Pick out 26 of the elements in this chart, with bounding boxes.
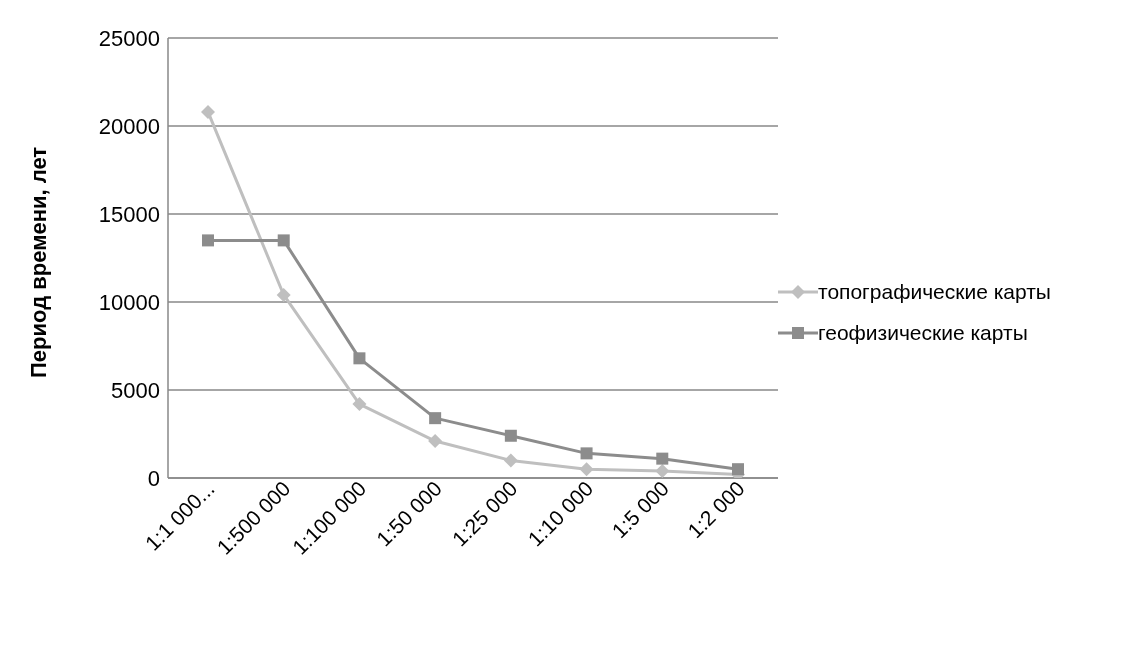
point bbox=[202, 234, 214, 247]
y-tick-label: 0 bbox=[147, 465, 160, 491]
point bbox=[579, 462, 594, 477]
y-tick-label: 20000 bbox=[98, 113, 160, 139]
x-tick-label: 1:5 000 bbox=[607, 476, 674, 543]
y-axis-title: Период времени, лет bbox=[25, 146, 51, 378]
point bbox=[655, 463, 670, 478]
point bbox=[352, 397, 367, 412]
point bbox=[277, 234, 290, 247]
x-tick-label: 1:2 000 bbox=[683, 476, 749, 543]
point bbox=[428, 434, 443, 449]
point bbox=[504, 429, 517, 442]
point bbox=[503, 453, 518, 468]
point bbox=[276, 287, 291, 302]
legend-label: геофизические карты bbox=[818, 320, 1028, 346]
point bbox=[656, 452, 669, 465]
legend-label: топографические карты bbox=[818, 279, 1051, 305]
point bbox=[732, 463, 744, 476]
y-tick-label: 15000 bbox=[98, 201, 160, 227]
point bbox=[201, 104, 215, 119]
y-tick-label: 25000 bbox=[98, 25, 160, 51]
y-tick-label: 10000 bbox=[98, 289, 160, 315]
y-tick-label: 5000 bbox=[111, 377, 160, 403]
point bbox=[580, 447, 593, 460]
point bbox=[429, 412, 442, 425]
point bbox=[353, 352, 366, 365]
